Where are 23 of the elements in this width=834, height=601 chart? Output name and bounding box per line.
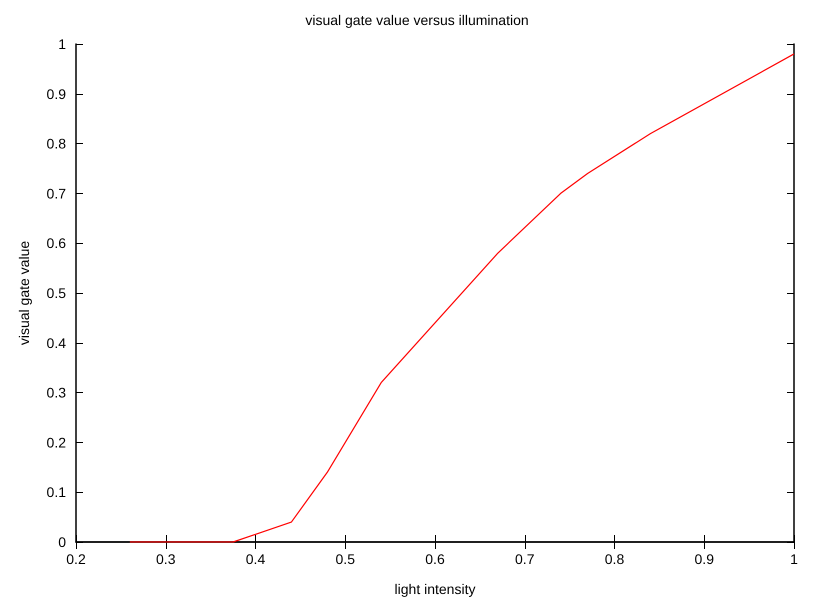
x-tick-label: 1 <box>790 551 798 567</box>
y-tick-label: 0 <box>58 534 66 550</box>
x-tick-label: 0.8 <box>604 551 624 567</box>
y-tick-label: 0.3 <box>46 384 66 401</box>
x-axis-title: light intensity <box>394 581 476 597</box>
chart-title: visual gate value versus illumination <box>305 12 529 28</box>
y-tick-label: 0.6 <box>46 235 66 252</box>
x-tick-label: 0.5 <box>336 551 356 567</box>
y-axis-title: visual gate value <box>16 240 32 346</box>
y-tick-label: 1 <box>58 36 66 52</box>
y-tick-label: 0.8 <box>46 136 66 152</box>
x-tick-label: 0.9 <box>694 551 714 567</box>
y-tick-label: 0.9 <box>46 86 66 102</box>
y-tick-label: 0.4 <box>46 334 66 351</box>
y-tick-label: 0.5 <box>46 285 66 301</box>
y-tick-label: 0.1 <box>46 484 66 500</box>
y-tick-label: 0.2 <box>46 434 66 450</box>
x-tick-label: 0.7 <box>515 551 535 567</box>
line-series <box>129 53 795 543</box>
x-tick-label: 0.6 <box>425 551 445 567</box>
x-tick-label: 0.4 <box>246 551 266 567</box>
x-tick-label: 0.3 <box>156 551 176 567</box>
y-tick-label: 0.7 <box>46 185 66 202</box>
